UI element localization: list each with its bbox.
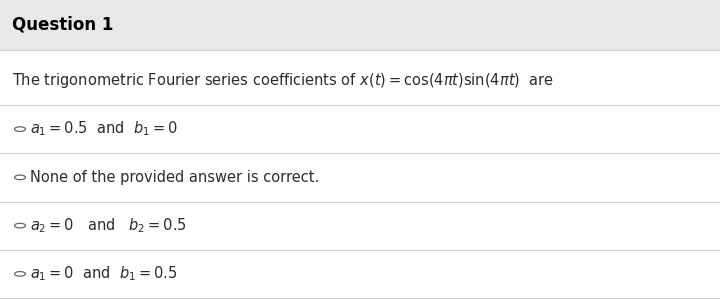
Text: None of the provided answer is correct.: None of the provided answer is correct.	[30, 170, 320, 185]
Bar	[0, 0, 720, 50]
Text: $a_2 = 0$   and   $b_2 = 0.5$: $a_2 = 0$ and $b_2 = 0.5$	[30, 216, 187, 235]
Text: $a_1 = 0$  and  $b_1 = 0.5$: $a_1 = 0$ and $b_1 = 0.5$	[30, 265, 178, 283]
Text: Question 1: Question 1	[12, 16, 113, 34]
Text: The trigonometric Fourier series coefficients of $x(t) = \cos(4\pi t)\sin(4\pi t: The trigonometric Fourier series coeffic…	[12, 70, 554, 89]
Text: $a_1 = 0.5$  and  $b_1 = 0$: $a_1 = 0.5$ and $b_1 = 0$	[30, 120, 179, 139]
